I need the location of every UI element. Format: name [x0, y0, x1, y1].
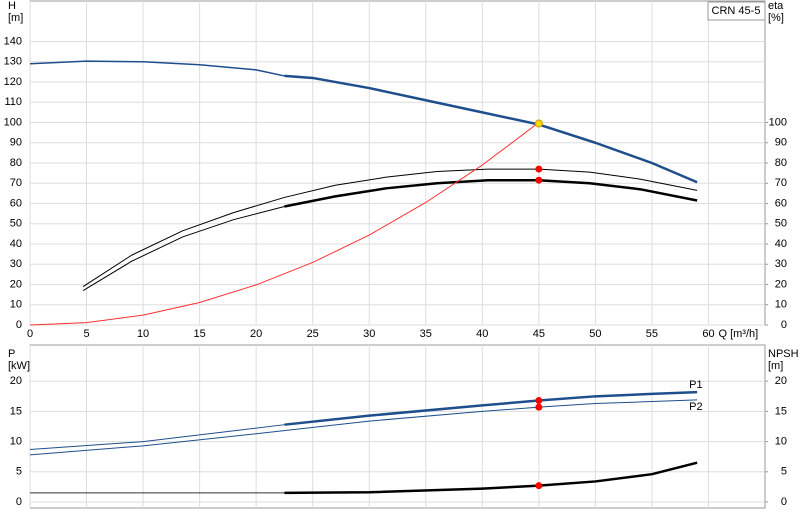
- y-tick-label: 30: [10, 258, 22, 270]
- x-tick-label: 60: [702, 328, 714, 340]
- y-tick-label: 80: [10, 157, 22, 169]
- curve: [29, 424, 285, 450]
- curve: [29, 399, 698, 456]
- curve: [82, 206, 285, 292]
- y2-tick-label: 10: [775, 435, 787, 447]
- y-tick-label: 20: [10, 375, 22, 387]
- marker: [535, 165, 543, 173]
- y2-tick-label: 70: [775, 177, 787, 189]
- y-tick-label: 20: [10, 278, 22, 290]
- plot-area: [29, 344, 766, 509]
- y2-tick-label: 30: [775, 258, 787, 270]
- y-tick-label: 0: [16, 496, 22, 508]
- marker: [535, 482, 543, 490]
- y-tick-label: 140: [4, 35, 22, 47]
- y2-tick-label: 20: [775, 278, 787, 290]
- x-tick-label: 35: [420, 328, 432, 340]
- y-tick-label: 5: [16, 466, 22, 478]
- y-axis-label: P: [8, 348, 15, 360]
- curve: [82, 168, 698, 287]
- chart-title: CRN 45-5: [712, 5, 761, 17]
- y2-tick-label: 90: [775, 137, 787, 149]
- x-tick-label: 20: [250, 328, 262, 340]
- y-tick-label: 130: [4, 56, 22, 68]
- x-tick-label: 5: [83, 328, 89, 340]
- curve: [284, 74, 698, 184]
- y2-tick-label: 0: [781, 496, 787, 508]
- curve: [29, 60, 285, 77]
- y-axis-unit: [kW]: [8, 360, 30, 372]
- x-tick-label: 45: [533, 328, 545, 340]
- x-tick-label: 10: [137, 328, 149, 340]
- series-label: P1: [689, 379, 702, 391]
- y-tick-label: 50: [10, 218, 22, 230]
- y-axis-label: H: [8, 0, 16, 12]
- y2-tick-label: 10: [775, 299, 787, 311]
- marker: [535, 397, 543, 405]
- series-label: P2: [689, 401, 702, 413]
- x-axis-label: Q [m³/h]: [718, 328, 758, 340]
- y2-tick-label: 40: [775, 238, 787, 250]
- y2-tick-label: 20: [775, 375, 787, 387]
- marker: [535, 176, 543, 184]
- y2-axis-label: NPSH: [768, 348, 799, 360]
- y2-tick-label: 0: [781, 319, 787, 331]
- y2-tick-label: 50: [775, 218, 787, 230]
- x-tick-label: 30: [363, 328, 375, 340]
- y-tick-label: 0: [16, 319, 22, 331]
- x-tick-label: 40: [476, 328, 488, 340]
- title-box: [707, 1, 766, 21]
- y-tick-label: 70: [10, 177, 22, 189]
- y2-tick-label: 5: [781, 466, 787, 478]
- curve: [29, 122, 540, 326]
- x-tick-label: 50: [589, 328, 601, 340]
- y2-tick-label: 60: [775, 197, 787, 209]
- y-tick-label: 100: [4, 116, 22, 128]
- x-tick-label: 55: [646, 328, 658, 340]
- curve: [284, 178, 698, 208]
- y-tick-label: 60: [10, 197, 22, 209]
- y-tick-label: 15: [10, 405, 22, 417]
- x-tick-label: 25: [307, 328, 319, 340]
- y-tick-label: 10: [10, 299, 22, 311]
- y2-tick-label: 15: [775, 405, 787, 417]
- y-tick-label: 120: [4, 76, 22, 88]
- y-tick-label: 110: [4, 96, 22, 108]
- y2-axis-label: eta: [768, 0, 784, 12]
- y-axis-unit: [m]: [8, 12, 23, 24]
- x-tick-label: 15: [193, 328, 205, 340]
- y2-axis-unit: [%]: [768, 12, 784, 24]
- x-tick-label: 0: [27, 328, 33, 340]
- y2-tick-label: 80: [775, 157, 787, 169]
- y-tick-label: 10: [10, 435, 22, 447]
- y-tick-label: 40: [10, 238, 22, 250]
- y2-axis-unit: [m]: [768, 360, 783, 372]
- y-tick-label: 90: [10, 137, 22, 149]
- marker: [535, 403, 543, 411]
- y2-tick-label: 100: [769, 116, 787, 128]
- marker: [534, 119, 543, 128]
